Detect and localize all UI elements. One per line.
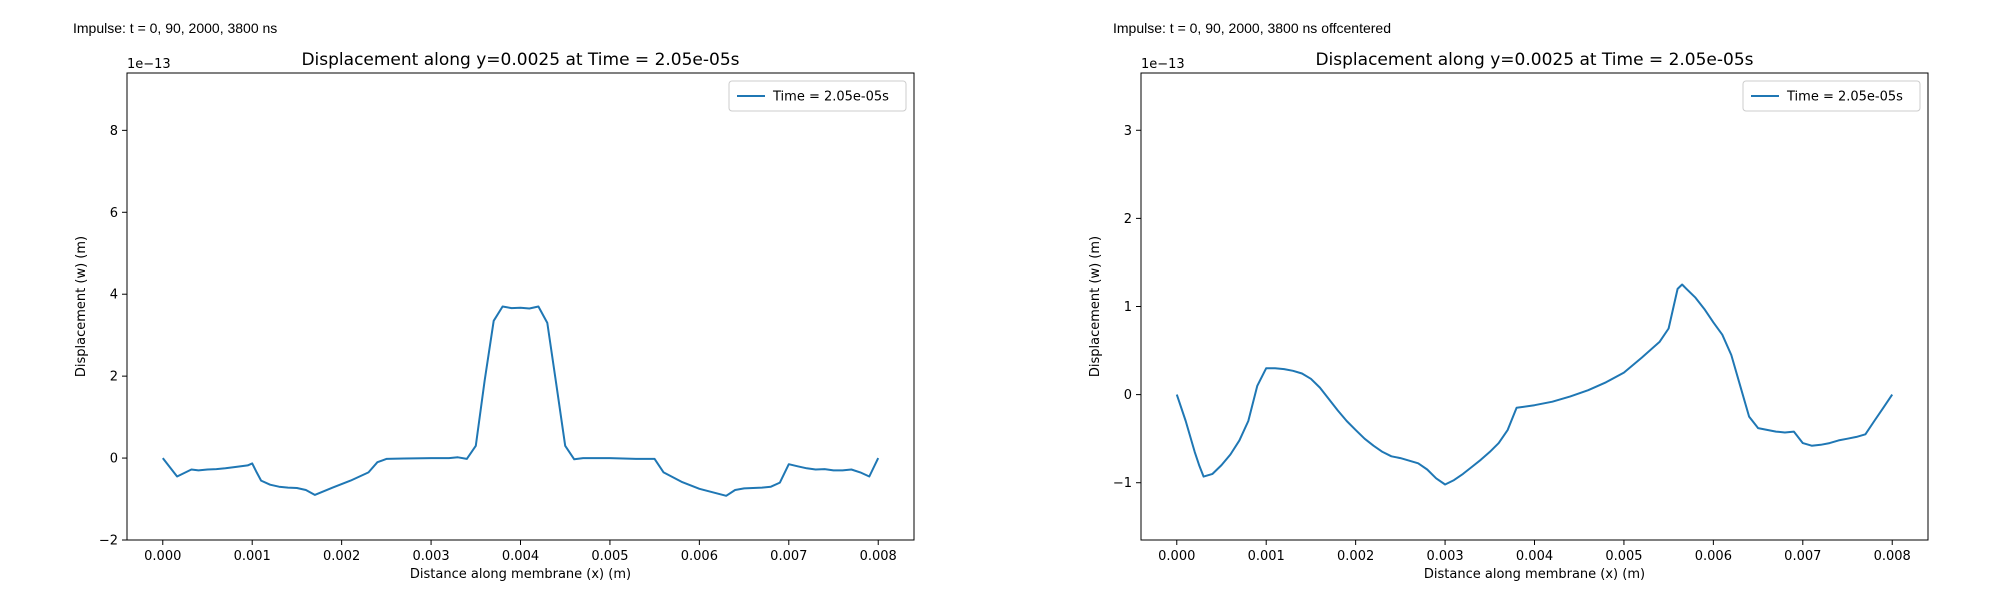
chart-1-y-tick-label: 4 xyxy=(110,288,118,303)
chart-2-y-axis-label: Displacement (w) (m) xyxy=(1088,236,1103,377)
chart-1-legend-box xyxy=(728,80,907,112)
chart-1-y-tick-label: 2 xyxy=(110,370,118,385)
chart-2-x-tick-label: 0.005 xyxy=(1605,549,1642,564)
chart-2-x-tick-label: 0.002 xyxy=(1337,549,1374,564)
chart-2-x-tick-label: 0.004 xyxy=(1516,549,1553,564)
chart-1-x-tick-label: 0.006 xyxy=(681,549,718,564)
chart-1-x-tick-label: 0.001 xyxy=(234,549,271,564)
chart-2-legend-box xyxy=(1742,80,1921,112)
chart-1-x-tick-label: 0.002 xyxy=(323,549,360,564)
chart-1-series-line-0 xyxy=(162,305,880,497)
figure-header-left: Impulse: t = 0, 90, 2000, 3800 ns xyxy=(73,20,278,36)
chart-1-y-axis-label: Displacement (w) (m) xyxy=(74,236,89,377)
chart-1-x-tick-label: 0.007 xyxy=(770,549,807,564)
chart-1-title: Displacement along y=0.0025 at Time = 2.… xyxy=(301,50,739,70)
chart-1-legend-label: Time = 2.05e-05s xyxy=(772,90,889,105)
chart-2-y-tick-label: 0 xyxy=(1124,388,1132,403)
chart-2-x-tick-label: 0.001 xyxy=(1248,549,1285,564)
chart-2-y-offset-label: 1e−13 xyxy=(1141,57,1185,72)
chart-1-x-tick-label: 0.003 xyxy=(412,549,449,564)
figure-header-right: Impulse: t = 0, 90, 2000, 3800 ns offcen… xyxy=(1113,20,1391,36)
chart-1-x-axis-label: Distance along membrane (x) (m) xyxy=(410,567,631,582)
chart-2-group: Displacement along y=0.0025 at Time = 2.… xyxy=(1088,50,1929,582)
chart-2-y-tick-label: 1 xyxy=(1124,300,1132,315)
chart-2-x-tick-label: 0.000 xyxy=(1158,549,1195,564)
chart-1-group: Displacement along y=0.0025 at Time = 2.… xyxy=(74,50,915,582)
chart-2-series-line-0 xyxy=(1175,283,1894,486)
chart-1-x-tick-label: 0.008 xyxy=(860,549,897,564)
chart-2-title: Displacement along y=0.0025 at Time = 2.… xyxy=(1315,50,1753,70)
chart-1-y-tick-label: −2 xyxy=(99,534,118,549)
chart-1-x-tick-label: 0.004 xyxy=(502,549,539,564)
chart-2-x-tick-label: 0.008 xyxy=(1874,549,1911,564)
chart-2-x-axis-label: Distance along membrane (x) (m) xyxy=(1424,567,1645,582)
chart-1-y-tick-label: 0 xyxy=(110,452,118,467)
chart-2-y-tick-label: 2 xyxy=(1124,212,1132,227)
chart-2-legend-label: Time = 2.05e-05s xyxy=(1786,90,1903,105)
chart-2-x-tick-label: 0.007 xyxy=(1784,549,1821,564)
chart-1-y-offset-label: 1e−13 xyxy=(127,57,171,72)
chart-1-axes-frame xyxy=(126,72,915,541)
chart-2-axes-frame xyxy=(1140,72,1929,541)
chart-2-x-tick-label: 0.003 xyxy=(1426,549,1463,564)
chart-1-x-tick-label: 0.005 xyxy=(591,549,628,564)
chart-1-y-tick-label: 8 xyxy=(110,124,118,139)
chart-2-x-tick-label: 0.006 xyxy=(1695,549,1732,564)
chart-2-y-tick-label: −1 xyxy=(1113,476,1132,491)
chart-1-y-tick-label: 6 xyxy=(110,206,118,221)
chart-1-x-tick-label: 0.000 xyxy=(144,549,181,564)
chart-2-y-tick-label: 3 xyxy=(1124,124,1132,139)
